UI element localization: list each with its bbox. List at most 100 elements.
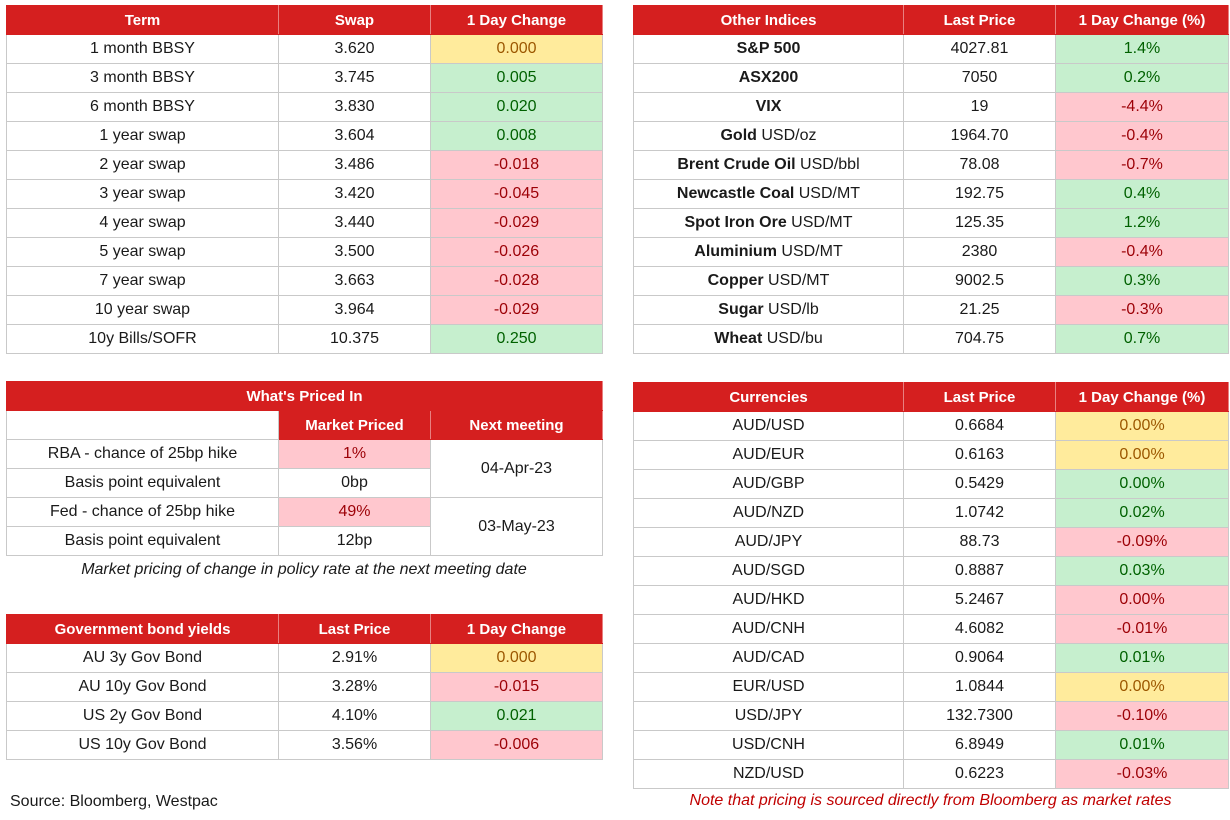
index-name-cell: Sugar USD/lb [633, 295, 904, 325]
swap-term: 10 year swap [6, 295, 279, 325]
index-name-cell: ASX200 [633, 63, 904, 93]
index-row: ASX200 7050 0.2% [633, 63, 1229, 93]
index-row: Aluminium USD/MT 2380 -0.4% [633, 237, 1229, 267]
bond-price: 3.28% [278, 672, 431, 702]
bond-change: 0.000 [430, 643, 603, 673]
fx-row: AUD/EUR 0.6163 0.00% [633, 440, 1229, 470]
fx-price: 0.6684 [903, 411, 1056, 441]
swap-term: 7 year swap [6, 266, 279, 296]
index-name: S&P 500 [736, 40, 801, 57]
swap-rate: 3.500 [278, 237, 431, 267]
swap-row: 4 year swap 3.440 -0.029 [6, 208, 603, 238]
index-price: 1964.70 [903, 121, 1056, 151]
index-price: 7050 [903, 63, 1056, 93]
index-name-cell: Newcastle Coal USD/MT [633, 179, 904, 209]
index-name-cell: Copper USD/MT [633, 266, 904, 296]
priced-in-blank-header [6, 410, 279, 440]
index-name-cell: Aluminium USD/MT [633, 237, 904, 267]
fx-change: -0.01% [1055, 614, 1229, 644]
fx-row: AUD/SGD 0.8887 0.03% [633, 556, 1229, 586]
index-name: Newcastle Coal [676, 185, 795, 202]
fx-row: USD/CNH 6.8949 0.01% [633, 730, 1229, 760]
priced-in-bp-value: 0bp [278, 468, 431, 498]
fx-pair: AUD/SGD [633, 556, 904, 586]
index-price: 19 [903, 92, 1056, 122]
fx-change: 0.02% [1055, 498, 1229, 528]
fx-price: 1.0844 [903, 672, 1056, 702]
index-price: 704.75 [903, 324, 1056, 354]
bond-price: 2.91% [278, 643, 431, 673]
index-name: Sugar [718, 301, 764, 318]
bond-row: AU 10y Gov Bond 3.28% -0.015 [6, 672, 603, 702]
index-unit: USD/MT [763, 272, 830, 289]
fx-price: 0.5429 [903, 469, 1056, 499]
swap-rate: 3.604 [278, 121, 431, 151]
swap-change: -0.045 [430, 179, 603, 209]
fx-price: 0.6223 [903, 759, 1056, 789]
col-header-index: Other Indices [633, 5, 904, 35]
col-header-currency: Currencies [633, 382, 904, 412]
col-header-fx-change: 1 Day Change (%) [1055, 382, 1229, 412]
index-change: 0.2% [1055, 63, 1229, 93]
swap-term: 3 month BBSY [6, 63, 279, 93]
priced-in-row: RBA - chance of 25bp hike 1% 04-Apr-23 [6, 439, 603, 498]
index-price: 9002.5 [903, 266, 1056, 296]
swap-row: 3 year swap 3.420 -0.045 [6, 179, 603, 209]
bond-name: US 10y Gov Bond [6, 730, 279, 760]
bond-row: AU 3y Gov Bond 2.91% 0.000 [6, 643, 603, 673]
priced-in-row: Basis point equivalent 0bp [6, 468, 603, 498]
fx-price: 0.8887 [903, 556, 1056, 586]
source-note: Source: Bloomberg, Westpac [10, 793, 218, 810]
fx-change: -0.10% [1055, 701, 1229, 731]
next-meeting-date: 03-May-23 [430, 497, 603, 556]
priced-in-label: Basis point equivalent [6, 468, 279, 498]
indices-table: Other Indices Last Price 1 Day Change (%… [633, 5, 1229, 354]
index-name-cell: Spot Iron Ore USD/MT [633, 208, 904, 238]
swap-table-header: Term Swap 1 Day Change [6, 5, 603, 35]
fx-pair: AUD/EUR [633, 440, 904, 470]
fx-pair: USD/JPY [633, 701, 904, 731]
swap-rate: 3.420 [278, 179, 431, 209]
priced-in-label: Basis point equivalent [6, 526, 279, 556]
index-row: VIX 19 -4.4% [633, 92, 1229, 122]
fx-pair: NZD/USD [633, 759, 904, 789]
index-unit: USD/oz [756, 127, 817, 144]
bonds-table: Government bond yields Last Price 1 Day … [6, 614, 603, 760]
fx-price: 132.7300 [903, 701, 1056, 731]
fx-row: EUR/USD 1.0844 0.00% [633, 672, 1229, 702]
fx-change: 0.01% [1055, 643, 1229, 673]
fx-change: 0.00% [1055, 440, 1229, 470]
priced-in-label: Fed - chance of 25bp hike [6, 497, 279, 527]
swap-row: 2 year swap 3.486 -0.018 [6, 150, 603, 180]
fx-price: 88.73 [903, 527, 1056, 557]
index-name: ASX200 [738, 69, 799, 86]
fx-pair: AUD/JPY [633, 527, 904, 557]
fx-price: 6.8949 [903, 730, 1056, 760]
index-unit: USD/lb [763, 301, 819, 318]
next-meeting-date: 04-Apr-23 [430, 439, 603, 498]
fx-change: 0.01% [1055, 730, 1229, 760]
bond-row: US 2y Gov Bond 4.10% 0.021 [6, 701, 603, 731]
swap-term: 3 year swap [6, 179, 279, 209]
fx-pair: AUD/GBP [633, 469, 904, 499]
swap-term: 2 year swap [6, 150, 279, 180]
fx-pair: USD/CNH [633, 730, 904, 760]
swap-change: 0.008 [430, 121, 603, 151]
col-header-market-priced: Market Priced [278, 410, 431, 440]
indices-table-header: Other Indices Last Price 1 Day Change (%… [633, 5, 1229, 35]
index-change: 1.4% [1055, 34, 1229, 64]
swap-row: 3 month BBSY 3.745 0.005 [6, 63, 603, 93]
fx-pair: AUD/CNH [633, 614, 904, 644]
index-change: 0.4% [1055, 179, 1229, 209]
swap-term: 4 year swap [6, 208, 279, 238]
index-row: Copper USD/MT 9002.5 0.3% [633, 266, 1229, 296]
priced-in-label: RBA - chance of 25bp hike [6, 439, 279, 469]
swap-change: 0.250 [430, 324, 603, 354]
index-unit: USD/MT [776, 243, 843, 260]
fx-pair: AUD/USD [633, 411, 904, 441]
fx-row: NZD/USD 0.6223 -0.03% [633, 759, 1229, 789]
currencies-table: Currencies Last Price 1 Day Change (%) A… [633, 382, 1229, 789]
index-price: 4027.81 [903, 34, 1056, 64]
swap-change: -0.028 [430, 266, 603, 296]
index-name: Gold [720, 127, 757, 144]
